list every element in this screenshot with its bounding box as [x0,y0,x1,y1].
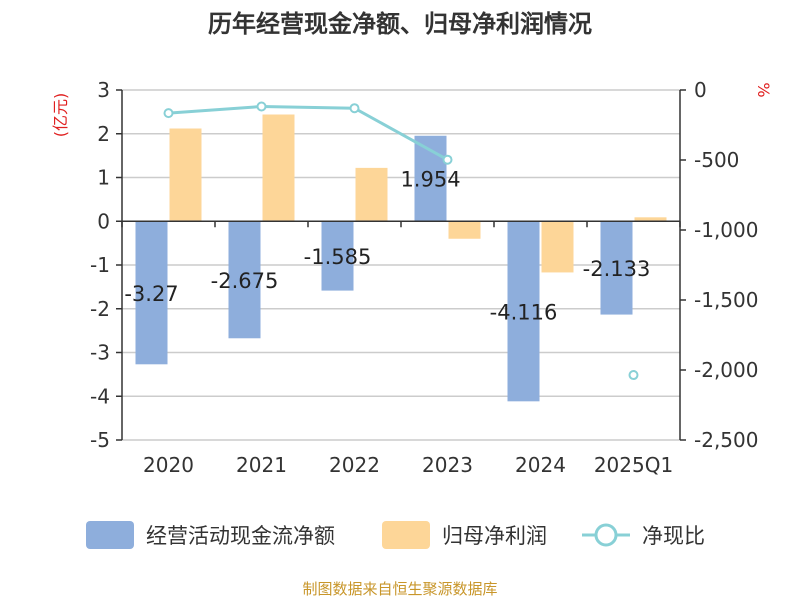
left-tick-label: -3 [90,341,110,365]
ratio-line [163,101,639,381]
left-tick-label: 3 [97,78,110,102]
data-label-cashflow: -4.116 [490,300,558,324]
right-tick-label: 0 [694,78,707,102]
x-axis: 2020 2021 2022 2023 2024 2025Q1 [121,220,681,477]
ratio-point [628,370,639,381]
right-tick-label: -1,000 [694,218,758,242]
left-tick-label: 2 [97,122,110,146]
legend-label-ratio: 净现比 [642,524,705,548]
ratio-point [349,103,360,114]
data-label-cashflow: -3.27 [124,282,178,306]
source-note: 制图数据来自恒生聚源数据库 [302,580,497,598]
left-axis: 3 2 1 0 -1 -2 -3 -4 -5 [90,78,123,452]
bar-profit [448,221,481,239]
legend-swatch-profit [382,521,430,549]
data-label-cashflow: -2.675 [211,269,279,293]
right-tick-label: -2,000 [694,358,758,382]
right-tick-label: -2,500 [694,428,758,452]
left-tick-label: -4 [90,384,110,408]
ratio-point [256,101,267,112]
bar-profit [262,114,295,222]
legend-swatch-cashflow [86,521,134,549]
ratio-point [163,108,174,119]
right-tick-label: -500 [694,148,739,172]
left-tick-label: -5 [90,428,110,452]
legend-marker-ratio [594,523,618,547]
legend-label-profit: 归母净利润 [442,524,547,548]
legend-label-cashflow: 经营活动现金流净额 [146,524,335,548]
ratio-point [442,154,453,165]
right-axis-unit: % [754,82,773,97]
category-label: 2024 [515,453,566,477]
bar-cashflow [600,221,633,315]
category-label: 2023 [422,453,473,477]
ratio-line-segment [168,105,449,162]
left-tick-label: -1 [90,253,110,277]
category-label: 2020 [143,453,194,477]
bar-profit [541,221,574,273]
right-axis: 0 -500 -1,000 -1,500 -2,000 -2,500 [679,78,758,452]
chart-title: 历年经营现金净额、归母净利润情况 [208,10,592,38]
gridlines [122,89,680,441]
legend: 经营活动现金流净额 归母净利润 净现比 [86,521,705,549]
left-tick-label: 1 [97,166,110,190]
bar-profit [634,217,667,222]
bar-cashflow [135,221,168,365]
right-tick-label: -1,500 [694,288,758,312]
bar-profit [169,128,202,222]
bar-cashflow [507,221,540,402]
data-label-cashflow: -1.585 [304,245,372,269]
data-label-cashflow: -2.133 [583,257,651,281]
category-label: 2022 [329,453,380,477]
data-labels: -3.27 -2.675 -1.585 1.954 -4.116 -2.133 [124,168,650,325]
category-label: 2025Q1 [594,453,673,477]
left-tick-label: 0 [97,209,110,233]
bar-profit [355,167,388,222]
bars [135,114,667,402]
left-tick-label: -2 [90,297,110,321]
data-label-cashflow: 1.954 [400,168,460,192]
left-axis-unit: (亿元) [51,93,70,138]
bar-cashflow [321,221,354,291]
category-label: 2021 [236,453,287,477]
bar-cashflow [228,221,261,339]
